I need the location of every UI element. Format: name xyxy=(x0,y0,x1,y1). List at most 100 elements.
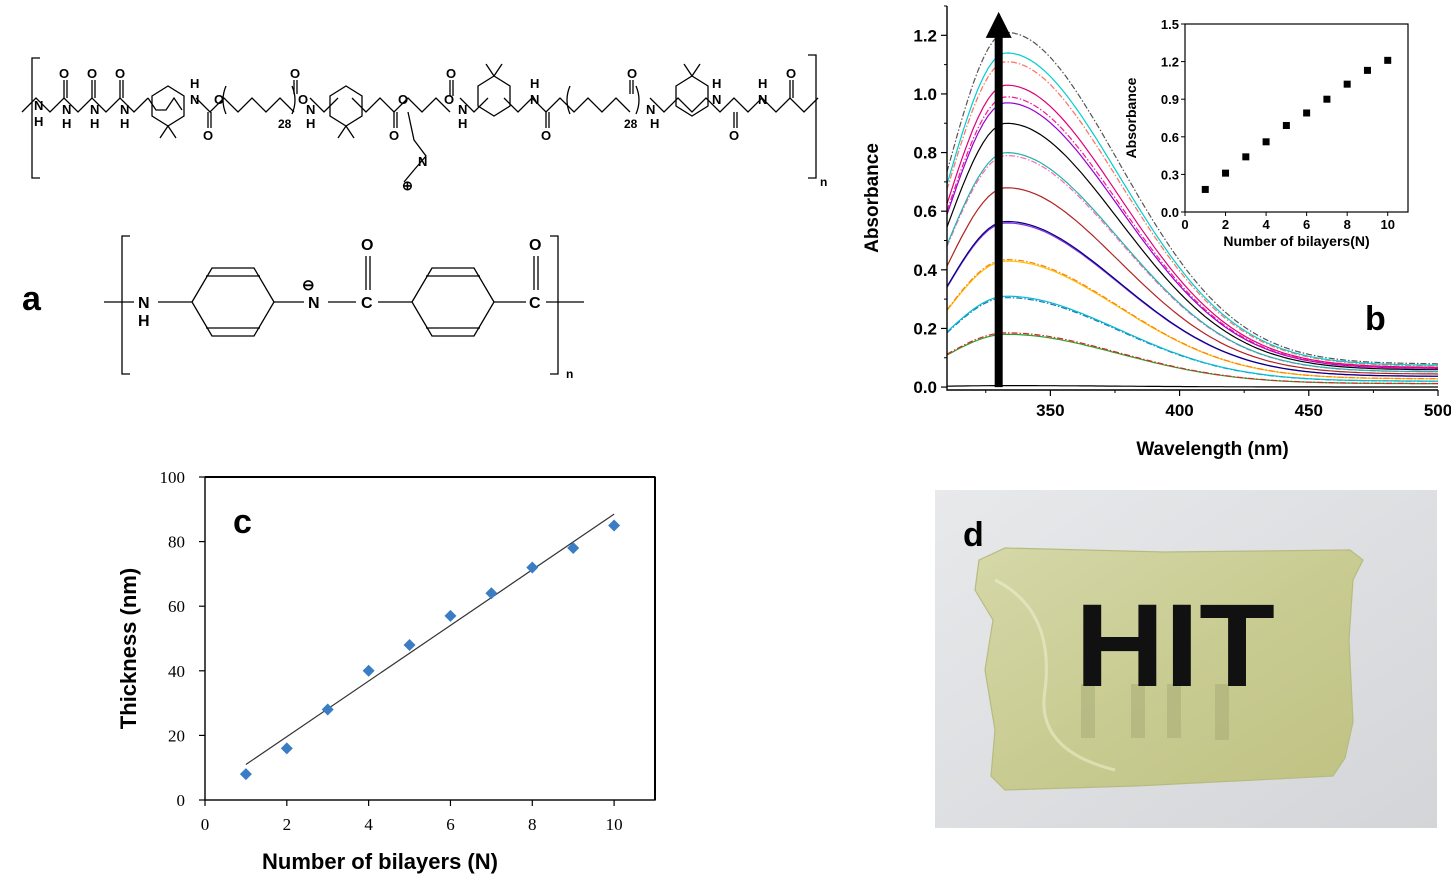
spectrum-line-9 xyxy=(946,220,1438,377)
x-tick-label: 6 xyxy=(446,815,455,834)
spectrum-line-12 xyxy=(946,151,1439,373)
atom-h: H xyxy=(712,76,721,91)
data-points xyxy=(239,519,621,781)
panel-c-thickness-chart: 0 20 40 60 80 100 0 2 4 6 8 10 Number of bilayers (N… xyxy=(100,455,680,889)
x-tick-label: 450 xyxy=(1295,401,1323,420)
atom-n: N xyxy=(306,102,315,117)
data-point xyxy=(485,587,498,600)
atom-o: O xyxy=(203,128,213,143)
x-tick-label: 0 xyxy=(201,815,210,834)
inset-frame xyxy=(1184,23,1409,213)
atom-o: O xyxy=(361,237,373,254)
x-axis-title: Number of bilayers (N) xyxy=(262,849,498,874)
inset-x-axis-title: Number of bilayers(N) xyxy=(1223,233,1369,249)
chain-segment-6 xyxy=(459,97,489,113)
atom-o: O xyxy=(298,92,308,107)
inset-x-tick-label: 4 xyxy=(1262,217,1270,232)
atom-h: H xyxy=(120,116,129,131)
y-tick-label: 60 xyxy=(168,597,185,616)
panel-letter-d: d xyxy=(963,516,984,554)
repeat-subscript: 28 xyxy=(278,117,292,131)
atom-o: O xyxy=(398,92,408,107)
dimethyl-4 xyxy=(683,63,701,77)
ammonium-charge: ⊕ xyxy=(402,178,413,193)
inset-point xyxy=(1201,185,1209,193)
linear-fit-line xyxy=(245,513,615,765)
benzene-inner-1 xyxy=(206,275,260,329)
inset-y-tick-label: 0.6 xyxy=(1161,130,1179,145)
atom-n: N xyxy=(190,92,199,107)
film-printed-text: HIT xyxy=(1075,580,1275,712)
atom-n: N xyxy=(138,295,150,312)
uv-vis-chart-svg: 0.0 0.2 0.4 0.6 0.8 1.0 1.2 350 400 450 500 Wavelen… xyxy=(862,5,1451,460)
spectrum-line-19 xyxy=(946,31,1439,365)
x-tick-label: 2 xyxy=(283,815,292,834)
spectrum-line-14 xyxy=(946,102,1438,369)
atom-o: O xyxy=(729,128,739,143)
inset-y-tick-label: 0.0 xyxy=(1161,205,1179,220)
atom-h: H xyxy=(90,116,99,131)
chain-segment-4 xyxy=(309,97,339,113)
inset-x-tick-label: 8 xyxy=(1344,217,1351,232)
carbonyl-double-1 xyxy=(365,256,371,290)
y-tick-label: 40 xyxy=(168,662,185,681)
atom-o: O xyxy=(627,66,637,81)
dimethyl-3 xyxy=(485,63,503,77)
carbonyl-bonds-1 xyxy=(63,80,124,98)
inset-point xyxy=(1303,109,1311,117)
chemical-structure-diagram: H N O H N O H N O H N O O N H O O N H O … xyxy=(21,54,827,381)
x-tick-label: 8 xyxy=(528,815,537,834)
atom-n: N xyxy=(62,102,71,117)
data-point xyxy=(321,703,334,716)
atom-h: H xyxy=(138,313,150,330)
inset-point xyxy=(1282,122,1290,130)
x-tick-label: 400 xyxy=(1165,401,1193,420)
y-tick-label: 1.0 xyxy=(913,85,937,104)
x-axis: 0 2 4 6 8 10 xyxy=(201,800,623,834)
atom-h: H xyxy=(650,116,659,131)
x-tick-label: 350 xyxy=(1036,401,1064,420)
data-point xyxy=(362,664,375,677)
atom-h: H xyxy=(530,76,539,91)
inset-point xyxy=(1242,153,1250,161)
amide-negative-charge: ⊖ xyxy=(302,277,315,294)
repeat-n-label: n xyxy=(820,175,827,189)
y-tick-label: 20 xyxy=(168,726,185,745)
y-tick-label: 0.4 xyxy=(913,261,937,280)
dimethyl-1 xyxy=(159,125,177,139)
data-point xyxy=(239,768,252,781)
panel-b-uv-vis-chart: 0.0 0.2 0.4 0.6 0.8 1.0 1.2 350 400 450 500 Wavelen… xyxy=(850,0,1451,470)
x-axis-title: Wavelength (nm) xyxy=(1136,439,1288,460)
inset-x-tick-label: 10 xyxy=(1380,217,1394,232)
benzene-inner-2 xyxy=(426,275,480,329)
benzene-ring-1 xyxy=(191,267,275,337)
repeat-subscript: 28 xyxy=(624,117,638,131)
spectrum-line-13 xyxy=(946,122,1438,371)
y-tick-label: 0.8 xyxy=(913,144,937,163)
y-tick-label: 1.2 xyxy=(913,26,937,45)
data-point xyxy=(526,561,539,574)
atom-n: N xyxy=(646,102,655,117)
chain-segment-1 xyxy=(21,97,149,113)
chain-segment-3 xyxy=(195,97,295,113)
atom-o: O xyxy=(786,66,796,81)
plot-frame xyxy=(204,476,656,801)
atom-h: H xyxy=(190,76,199,91)
data-point xyxy=(608,519,621,532)
film-photo: HIT xyxy=(935,490,1437,828)
film-highlight xyxy=(994,578,1116,772)
y-axis-title: Absorbance xyxy=(862,143,883,253)
repeat-n-label: n xyxy=(566,367,573,381)
axis-frame xyxy=(946,6,1438,391)
atom-c: C xyxy=(529,295,541,312)
panel-d-film-photo: HIT d xyxy=(935,490,1437,828)
ammonium-side-chain xyxy=(403,111,427,183)
spectrum-line-15 xyxy=(946,96,1438,369)
y-tick-label: 0 xyxy=(177,791,186,810)
repeat-paren-close-1 xyxy=(291,85,296,115)
inset-x-tick-label: 2 xyxy=(1222,217,1229,232)
repeat-paren-open-1 xyxy=(222,85,227,115)
atom-n: N xyxy=(90,102,99,117)
panel-letter-c: c xyxy=(233,503,252,541)
atom-n: N xyxy=(120,102,129,117)
